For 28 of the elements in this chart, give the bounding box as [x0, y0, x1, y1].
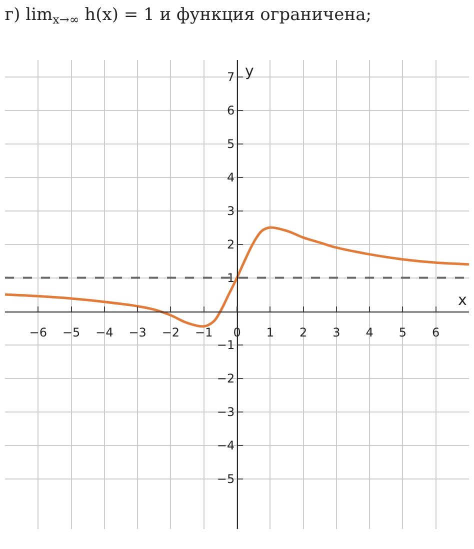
x-tick-label: −6	[29, 326, 47, 340]
y-tick-label: −4	[216, 438, 235, 452]
x-tick-label: −3	[128, 326, 146, 340]
x-tick-label: 1	[266, 326, 274, 340]
y-tick-label: −1	[216, 338, 235, 352]
y-tick-label: 6	[226, 103, 235, 118]
y-tick-label: 2	[226, 237, 235, 252]
x-tick-label: −5	[62, 326, 80, 340]
x-tick-label: −2	[162, 326, 180, 340]
x-tick-label: −1	[195, 326, 213, 340]
y-axis-title: y	[245, 62, 254, 80]
x-tick-label: 6	[432, 326, 440, 340]
y-tick-label: 1	[226, 270, 235, 285]
x-tick-label: 3	[332, 326, 340, 340]
y-tick-label: −5	[216, 472, 235, 486]
y-tick-label: 3	[226, 204, 235, 218]
y-tick-label: 5	[226, 136, 235, 151]
x-tick-label: 5	[398, 326, 407, 340]
x-axis-title: x	[458, 291, 467, 309]
y-tick-label: −3	[216, 404, 235, 419]
x-tick-label: 4	[366, 326, 374, 340]
x-tick-label: −4	[96, 326, 114, 340]
line-series	[5, 226, 469, 328]
y-tick-label: 4	[226, 170, 235, 184]
chart-title: г) lim$_{x→∞}$ h(x) = 1 и функция ограничена;	[4, 5, 372, 27]
x-tick-label: 2	[299, 326, 308, 340]
y-tick-label: 7	[226, 70, 235, 84]
y-tick-label: −2	[216, 371, 235, 386]
